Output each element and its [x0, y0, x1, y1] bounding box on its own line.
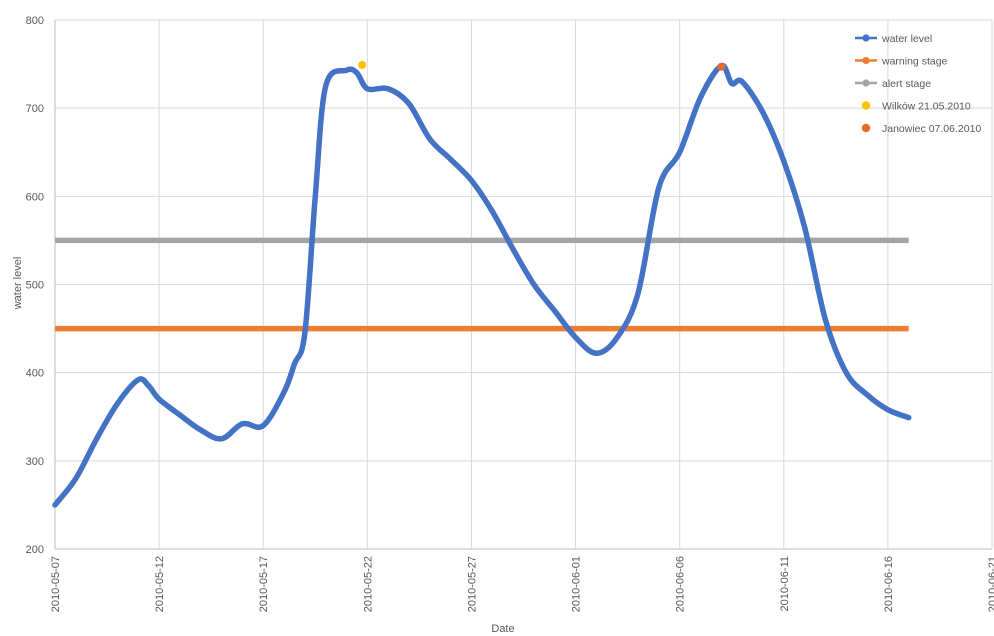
- y-tick-label: 800: [26, 15, 44, 27]
- water-level-point: [343, 67, 350, 73]
- water-level-point: [302, 330, 308, 336]
- legend-label: Janowiec 07.06.2010: [882, 123, 981, 135]
- water-level-point: [843, 370, 849, 376]
- water-level-point: [177, 412, 183, 418]
- water-level-point: [239, 421, 245, 427]
- x-tick-label: 2010-06-01: [571, 556, 583, 612]
- y-tick-label: 500: [26, 280, 44, 292]
- water-level-point: [385, 86, 391, 92]
- water-level-point: [906, 415, 912, 421]
- water-level-point: [94, 436, 100, 442]
- water-level-point: [593, 350, 599, 356]
- water-level-point: [291, 361, 298, 367]
- water-level-point: [73, 475, 79, 482]
- legend-label: warning stage: [881, 56, 948, 68]
- water-level-point: [635, 290, 641, 296]
- x-tick-label: 2010-06-16: [883, 556, 895, 612]
- water-level-point: [52, 502, 58, 508]
- x-tick-label: 2010-05-27: [466, 556, 478, 612]
- water-level-point: [218, 436, 225, 442]
- water-level-point: [468, 177, 475, 184]
- water-level-point: [677, 149, 683, 155]
- water-level-point: [364, 86, 370, 92]
- legend-item: alert stage: [855, 78, 931, 90]
- legend: water level warning stage alert stage Wilkó…: [855, 33, 981, 135]
- legend-swatch-marker: [862, 56, 870, 65]
- x-tick-label: 2010-05-22: [362, 556, 374, 612]
- water-level-point: [614, 334, 620, 340]
- x-axis-title: Date: [491, 623, 514, 635]
- y-tick-label: 600: [26, 191, 44, 203]
- water-level-point: [260, 422, 266, 429]
- water-level-point: [323, 83, 329, 89]
- legend-item: Janowiec 07.06.2010: [861, 123, 981, 135]
- water-level-point: [281, 389, 287, 395]
- series-layer: [52, 60, 912, 508]
- legend-label: alert stage: [882, 78, 931, 90]
- y-tick-label: 400: [26, 368, 44, 380]
- legend-item: water level: [855, 33, 932, 45]
- water-level-point: [656, 184, 662, 191]
- legend-label: water level: [881, 33, 932, 45]
- x-tick-label: 2010-05-07: [50, 556, 62, 612]
- water-level-point: [156, 396, 162, 402]
- janowiec-07-06-2010-marker: [717, 62, 726, 71]
- water-level-point: [510, 246, 516, 252]
- water-level-point: [406, 101, 412, 107]
- x-tick-label: 2010-05-12: [154, 556, 166, 612]
- legend-swatch-marker: [862, 79, 870, 87]
- water-level-point: [760, 109, 766, 116]
- x-tick-label: 2010-06-11: [779, 556, 791, 611]
- x-tick-label: 2010-06-06: [675, 556, 687, 612]
- water-level-point: [572, 334, 579, 340]
- water-level-point: [114, 400, 121, 407]
- gridlines: [54, 19, 993, 550]
- water-level-line: [52, 63, 912, 508]
- y-axis-ticks: 200 300 400 500 600 700 800: [26, 15, 44, 556]
- legend-item: Wilków 21.05.2010: [861, 101, 971, 113]
- water-level-point: [552, 308, 558, 314]
- y-tick-label: 700: [26, 103, 44, 115]
- y-tick-label: 300: [26, 456, 44, 468]
- legend-swatch-marker: [861, 101, 871, 110]
- water-level-point: [531, 281, 537, 288]
- x-axis-ticks: 2010-05-07 2010-05-12 2010-05-17 2010-05-22…: [50, 556, 994, 612]
- water-level-point: [781, 158, 787, 164]
- water-level-point: [135, 377, 141, 383]
- legend-label: Wilków 21.05.2010: [882, 101, 971, 113]
- water-level-point: [729, 80, 735, 87]
- water-level-point: [885, 407, 891, 413]
- legend-swatch-marker: [861, 123, 871, 133]
- water-level-point: [739, 79, 745, 85]
- water-level-point: [312, 193, 318, 199]
- legend-swatch-marker: [862, 34, 870, 42]
- water-level-point: [489, 208, 495, 214]
- water-level-point: [802, 224, 808, 230]
- water-level-point: [354, 70, 360, 76]
- y-tick-label: 200: [26, 544, 44, 556]
- water-level-point: [146, 383, 152, 389]
- y-axis-title: water level: [12, 257, 24, 311]
- water-level-point: [864, 392, 870, 398]
- water-level-point: [697, 94, 704, 101]
- water-level-point: [448, 156, 454, 162]
- x-tick-label: 2010-06-21: [987, 556, 994, 612]
- water-level-point: [198, 427, 204, 433]
- water-level-point: [822, 317, 829, 323]
- wilk-w-21-05-2010-marker: [358, 60, 367, 69]
- water-level-point: [427, 136, 433, 142]
- x-tick-label: 2010-05-17: [258, 556, 270, 612]
- legend-item: warning stage: [855, 56, 948, 68]
